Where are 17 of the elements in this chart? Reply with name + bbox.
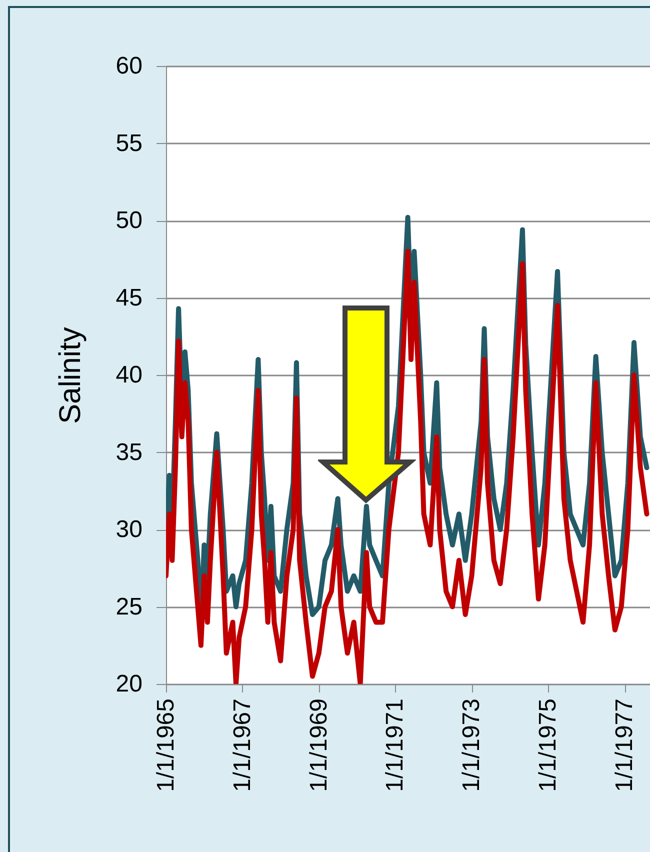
- y-tick-label: 35: [116, 438, 142, 466]
- y-tick-label: 25: [116, 593, 142, 620]
- x-tick-label: 1/1/1967: [228, 698, 256, 792]
- x-tick-label: 1/1/1969: [305, 698, 332, 792]
- x-tick-label: 1/1/1971: [382, 698, 409, 792]
- y-tick-label: 40: [116, 362, 142, 388]
- y-tick-label: 60: [116, 52, 142, 80]
- y-axis-title: Salinity: [54, 327, 87, 424]
- x-tick-label: 1/1/1973: [458, 698, 486, 792]
- y-tick-label: 20: [116, 670, 142, 698]
- x-tick-label: 1/1/1977: [611, 698, 638, 792]
- y-tick-label: 45: [116, 284, 142, 312]
- y-tick-label: 30: [116, 516, 142, 543]
- x-tick-label: 1/1/1965: [152, 698, 180, 792]
- y-tick-label: 50: [116, 207, 142, 234]
- x-tick-label: 1/1/1975: [534, 698, 562, 792]
- y-tick-label: 55: [116, 130, 142, 157]
